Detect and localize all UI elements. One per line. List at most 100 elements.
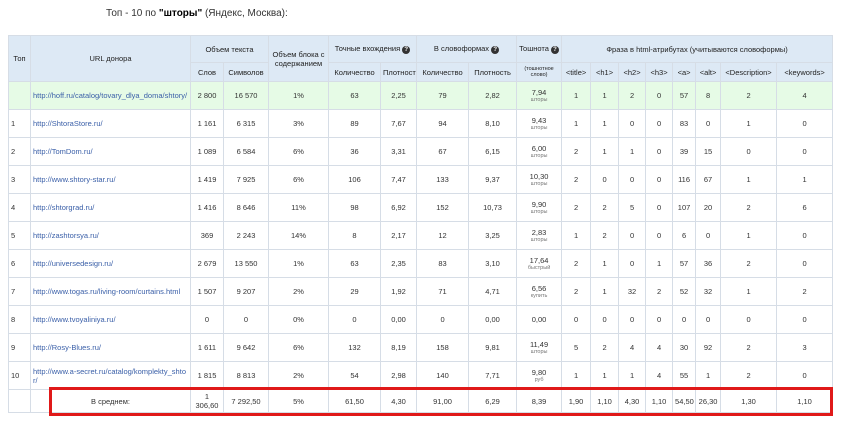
data-row: 8 http://www.tvoyaliniya.ru/0 0 0% 0 0,00 0 0,0… — [8, 305, 834, 334]
url-link[interactable]: http://zashtorsya.ru/ — [30, 221, 191, 250]
value-cell: 1 — [618, 137, 647, 166]
rank-cell: 9 — [8, 333, 31, 362]
nausea-value: 10,30 — [529, 172, 549, 181]
url-link[interactable]: http://shtorgrad.ru/ — [30, 193, 191, 222]
help-icon[interactable]: ? — [551, 45, 560, 54]
url-link[interactable]: http://ShtoraStore.ru/ — [30, 109, 191, 138]
value-cell: 1 — [561, 81, 592, 110]
value-cell: 0 — [776, 361, 834, 390]
value-cell: 1,92 — [380, 277, 418, 306]
header-cell: Объем текста — [189, 35, 270, 63]
value-cell: 11% — [268, 193, 330, 222]
table-head: Топ URL донора Объем текста Объем блока … — [8, 35, 834, 82]
nausea-value: 7,94 — [531, 88, 547, 97]
value-cell: 1% — [268, 249, 330, 278]
subheader-cell: Количество — [328, 62, 382, 82]
value-cell: 0 — [618, 109, 647, 138]
value-cell: 2,17 — [380, 221, 418, 250]
url-link[interactable]: http://www.tvoyaliniya.ru/ — [30, 305, 191, 334]
value-cell: 14% — [268, 221, 330, 250]
data-row: 7 http://www.togas.ru/living-room/curtain… — [8, 277, 834, 306]
value-cell: 1 — [590, 277, 620, 306]
subheader-cell: <Description> — [720, 62, 778, 82]
nausea-word: шторы — [530, 153, 548, 159]
nausea-cell: 6,00 шторы — [516, 137, 563, 166]
value-cell: 1 — [618, 361, 647, 390]
rank-cell: 5 — [8, 221, 31, 250]
value-cell: 8,19 — [380, 333, 418, 362]
value-cell: 0 — [720, 305, 778, 334]
value-cell: 7,71 — [468, 361, 518, 390]
url-link[interactable]: http://TomDom.ru/ — [30, 137, 191, 166]
empty-cell — [8, 389, 31, 413]
data-row: 1 http://ShtoraStore.ru/1 161 6 315 3% 89 7,6… — [8, 109, 834, 138]
value-cell: 1 — [776, 165, 834, 194]
value-cell: 10,73 — [468, 193, 518, 222]
value-cell: 2 — [561, 249, 592, 278]
url-link[interactable]: http://www.a-secret.ru/catalog/komplekty… — [30, 361, 191, 390]
data-row: 5 http://zashtorsya.ru/369 2 243 14% 8 2,17 12… — [8, 221, 834, 250]
value-cell: 2,98 — [380, 361, 418, 390]
url-link[interactable]: http://universedesign.ru/ — [30, 249, 191, 278]
value-cell: 116 — [672, 165, 697, 194]
nausea-cell: 9,43 шторы — [516, 109, 563, 138]
value-cell: 369 — [190, 221, 224, 250]
average-value: 1,90 — [561, 389, 592, 413]
value-cell: 0 — [695, 221, 722, 250]
value-cell: 2 679 — [190, 249, 224, 278]
data-row: 4 http://shtorgrad.ru/1 416 8 646 11% 98 6,92… — [8, 193, 834, 222]
value-cell: 0,00 — [468, 305, 518, 334]
value-cell: 2% — [268, 361, 330, 390]
header-row: Топ URL донора Объем текста Объем блока … — [8, 35, 834, 82]
value-cell: 1 — [645, 249, 674, 278]
value-cell: 0 — [645, 193, 674, 222]
rank-cell: 6 — [8, 249, 31, 278]
value-cell: 0 — [618, 249, 647, 278]
value-cell: 0 — [618, 305, 647, 334]
nausea-word: шторы — [530, 349, 548, 355]
subheader-cell: Количество — [416, 62, 470, 82]
url-link[interactable]: http://www.togas.ru/living-room/curtains… — [30, 277, 191, 306]
value-cell: 3 — [776, 333, 834, 362]
value-cell: 1 — [695, 361, 722, 390]
value-cell: 9,81 — [468, 333, 518, 362]
average-value: 1,10 — [645, 389, 674, 413]
value-cell: 0 — [720, 137, 778, 166]
url-link[interactable]: http://Rosy-Blues.ru/ — [30, 333, 191, 362]
value-cell: 0 — [190, 305, 224, 334]
url-link[interactable]: http://hoff.ru/catalog/tovary_dlya_doma/… — [30, 81, 191, 110]
value-cell: 89 — [328, 109, 382, 138]
nausea-value: 9,90 — [531, 200, 547, 209]
url-link[interactable]: http://www.shtory-star.ru/ — [30, 165, 191, 194]
help-icon[interactable]: ? — [402, 45, 411, 54]
nausea-value: 2,83 — [531, 228, 547, 237]
average-label: В среднем: — [30, 389, 191, 413]
average-value: 8,39 — [516, 389, 563, 413]
average-value: 4,30 — [380, 389, 418, 413]
nausea-value: 6,56 — [531, 284, 547, 293]
value-cell: 57 — [672, 81, 697, 110]
nausea-word: купить — [530, 293, 548, 299]
nausea-value: 9,43 — [531, 116, 547, 125]
value-cell: 2 — [720, 193, 778, 222]
value-cell: 6 — [776, 193, 834, 222]
value-cell: 2 — [645, 277, 674, 306]
value-cell: 106 — [328, 165, 382, 194]
nausea-value: 17,64 — [529, 256, 549, 265]
average-row: В среднем: 1 306,60 7 292,50 5% 61,50 4,30 91,… — [8, 389, 834, 413]
average-value: 4,30 — [618, 389, 647, 413]
value-cell: 2 — [720, 333, 778, 362]
value-cell: 5 — [561, 333, 592, 362]
data-row: 2 http://TomDom.ru/1 089 6 584 6% 36 3,31 67 6,… — [8, 137, 834, 166]
value-cell: 16 570 — [222, 81, 270, 110]
rank-cell: 2 — [8, 137, 31, 166]
value-cell: 55 — [672, 361, 697, 390]
value-cell: 4,71 — [468, 277, 518, 306]
value-cell: 6% — [268, 165, 330, 194]
value-cell: 8 813 — [222, 361, 270, 390]
nausea-value: 9,80 — [531, 368, 547, 377]
value-cell: 0 — [645, 305, 674, 334]
value-cell: 0 — [645, 109, 674, 138]
help-icon[interactable]: ? — [491, 45, 500, 54]
